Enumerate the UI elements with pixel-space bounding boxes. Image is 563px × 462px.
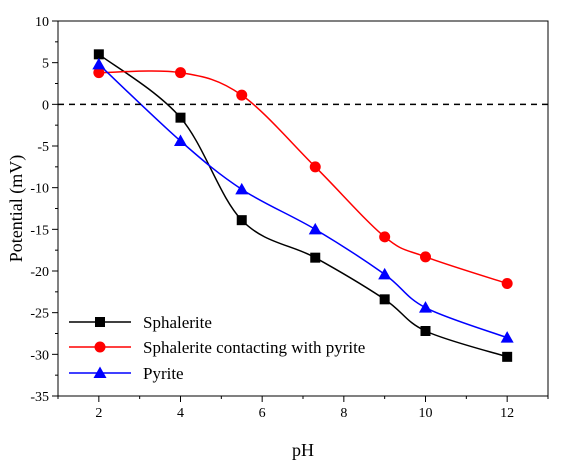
data-point-pyrite <box>235 182 249 195</box>
data-point-sphalerite-contacting-with-pyrite <box>309 161 321 173</box>
legend-label-sphalerite-contacting-with-pyrite: Sphalerite contacting with pyrite <box>143 338 365 357</box>
x-axis-label: pH <box>292 440 314 460</box>
data-point-pyrite <box>500 331 514 343</box>
x-tick-label: 6 <box>259 406 266 421</box>
series-line-pyrite <box>98 63 508 339</box>
series-curves <box>98 53 508 358</box>
data-point-sphalerite <box>420 326 431 336</box>
legend-marker-sphalerite-contacting-with-pyrite <box>94 341 106 353</box>
legend-label-sphalerite: Sphalerite <box>143 313 212 332</box>
tick-labels: 2 4 6 8 10 12 10 5 0 -5 -10 -15 -20 -25 -30 -35 <box>30 15 514 421</box>
data-point-sphalerite-contacting-with-pyrite <box>93 67 105 79</box>
data-point-pyrite <box>378 267 392 280</box>
series-markers <box>92 49 514 362</box>
legend-item-pyrite: Pyrite <box>69 364 184 383</box>
y-tick-label: -10 <box>30 182 49 197</box>
axis-ticks <box>52 20 549 402</box>
x-tick-label: 12 <box>500 406 514 421</box>
y-tick-label: -15 <box>30 223 49 238</box>
data-point-pyrite <box>308 222 322 235</box>
data-point-pyrite <box>419 301 432 313</box>
x-tick-label: 10 <box>419 406 433 421</box>
data-point-sphalerite-contacting-with-pyrite <box>501 278 513 289</box>
data-point-sphalerite-contacting-with-pyrite <box>236 89 248 101</box>
data-point-sphalerite <box>310 252 321 263</box>
data-point-sphalerite <box>93 49 104 60</box>
y-tick-label: -30 <box>30 348 49 363</box>
data-point-pyrite <box>174 134 187 146</box>
data-point-sphalerite <box>379 294 390 305</box>
x-tick-label: 4 <box>177 406 184 421</box>
legend: Sphalerite Sphalerite contacting with py… <box>69 313 365 383</box>
series-line-sphalerite <box>98 53 508 358</box>
y-tick-label: 10 <box>35 15 49 30</box>
y-tick-label: -5 <box>37 140 49 155</box>
legend-label-pyrite: Pyrite <box>143 364 184 383</box>
x-tick-label: 2 <box>95 406 102 421</box>
y-tick-label: 0 <box>42 98 49 113</box>
y-tick-label: 5 <box>42 57 49 72</box>
data-point-sphalerite <box>175 112 186 123</box>
data-point-sphalerite <box>502 351 513 362</box>
y-tick-label: -35 <box>30 390 49 405</box>
data-point-sphalerite-contacting-with-pyrite <box>175 67 186 79</box>
legend-marker-sphalerite <box>95 317 105 327</box>
legend-item-sphalerite-contacting-with-pyrite: Sphalerite contacting with pyrite <box>69 338 365 357</box>
data-point-sphalerite <box>236 215 247 226</box>
data-point-sphalerite-contacting-with-pyrite <box>420 251 431 263</box>
y-tick-label: -20 <box>30 265 49 280</box>
x-tick-label: 8 <box>340 406 347 421</box>
y-tick-label: -25 <box>30 307 49 322</box>
y-axis-label: Potential (mV) <box>6 155 27 262</box>
legend-item-sphalerite: Sphalerite <box>69 313 212 332</box>
data-point-sphalerite-contacting-with-pyrite <box>379 231 391 243</box>
legend-marker-pyrite <box>93 366 107 378</box>
data-point-pyrite <box>92 57 106 70</box>
